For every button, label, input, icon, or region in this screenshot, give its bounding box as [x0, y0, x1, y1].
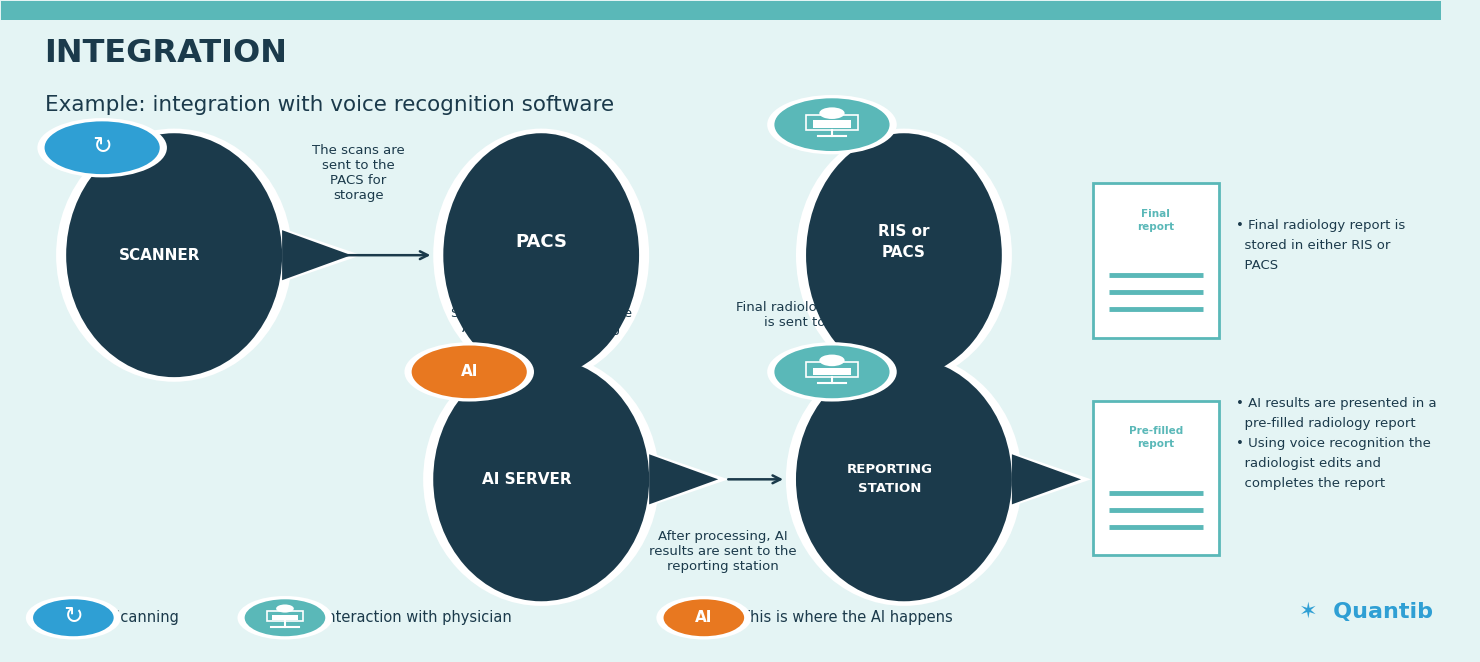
- Text: REPORTING
STATION: REPORTING STATION: [847, 463, 932, 495]
- Ellipse shape: [786, 353, 1023, 606]
- Text: This is where the AI happens: This is where the AI happens: [741, 610, 953, 626]
- Ellipse shape: [67, 133, 283, 377]
- Circle shape: [663, 599, 744, 636]
- Polygon shape: [1006, 450, 1091, 508]
- Circle shape: [244, 599, 326, 636]
- Circle shape: [277, 604, 295, 612]
- Circle shape: [767, 342, 897, 402]
- Text: • Final radiology report is
  stored in either RIS or
  PACS: • Final radiology report is stored in ei…: [1236, 219, 1406, 272]
- Circle shape: [767, 95, 897, 154]
- Polygon shape: [503, 373, 579, 416]
- Ellipse shape: [796, 357, 1012, 601]
- FancyBboxPatch shape: [807, 362, 858, 377]
- Circle shape: [774, 98, 889, 151]
- Polygon shape: [860, 373, 949, 422]
- Text: AI SERVER: AI SERVER: [482, 472, 571, 487]
- Ellipse shape: [807, 133, 1002, 377]
- Ellipse shape: [434, 357, 650, 601]
- Text: ✶  Quantib: ✶ Quantib: [1299, 602, 1433, 622]
- Text: INTEGRATION: INTEGRATION: [44, 38, 287, 69]
- Text: After processing, AI
results are sent to the
reporting station: After processing, AI results are sent to…: [648, 530, 796, 573]
- Bar: [1, 1, 1442, 20]
- Polygon shape: [277, 226, 361, 284]
- Ellipse shape: [56, 128, 292, 382]
- Circle shape: [25, 596, 121, 639]
- Circle shape: [33, 599, 114, 636]
- Text: Scanning: Scanning: [111, 610, 179, 626]
- Circle shape: [820, 355, 845, 366]
- FancyBboxPatch shape: [807, 115, 858, 130]
- Text: RIS or
PACS: RIS or PACS: [878, 224, 929, 260]
- Ellipse shape: [434, 128, 650, 382]
- FancyBboxPatch shape: [814, 367, 851, 375]
- Ellipse shape: [444, 133, 639, 377]
- Circle shape: [404, 342, 534, 402]
- Circle shape: [37, 118, 167, 177]
- Ellipse shape: [796, 128, 1012, 382]
- Circle shape: [44, 121, 160, 174]
- Text: ↻: ↻: [64, 604, 83, 628]
- FancyBboxPatch shape: [814, 120, 851, 128]
- Text: • AI results are presented in a
  pre-filled radiology report
• Using voice reco: • AI results are presented in a pre-fill…: [1236, 397, 1437, 490]
- Polygon shape: [283, 230, 351, 280]
- Circle shape: [774, 346, 889, 399]
- Polygon shape: [650, 454, 718, 504]
- Text: Final
report: Final report: [1137, 209, 1175, 232]
- FancyBboxPatch shape: [1092, 183, 1220, 338]
- FancyBboxPatch shape: [266, 611, 303, 622]
- Text: Pre-filled
report: Pre-filled report: [1129, 426, 1183, 449]
- Text: The scans are
sent to the
PACS for
storage: The scans are sent to the PACS for stora…: [312, 144, 404, 202]
- FancyBboxPatch shape: [1092, 401, 1220, 555]
- Circle shape: [237, 596, 333, 639]
- Text: Interaction with physician: Interaction with physician: [323, 610, 512, 626]
- Ellipse shape: [423, 353, 659, 606]
- Circle shape: [411, 346, 527, 399]
- Text: AI: AI: [460, 364, 478, 379]
- Circle shape: [820, 107, 845, 119]
- Text: Scans are forwarded to the
AI server for processing: Scans are forwarded to the AI server for…: [450, 307, 632, 335]
- FancyBboxPatch shape: [272, 615, 297, 620]
- Polygon shape: [644, 450, 728, 508]
- Circle shape: [656, 596, 752, 639]
- Polygon shape: [1012, 454, 1080, 504]
- Text: PACS: PACS: [515, 233, 567, 251]
- Text: Example: integration with voice recognition software: Example: integration with voice recognit…: [44, 95, 614, 115]
- Polygon shape: [497, 373, 586, 422]
- Text: Final radiology report
is sent to RIS: Final radiology report is sent to RIS: [737, 301, 879, 328]
- Text: ↻: ↻: [92, 134, 112, 158]
- Polygon shape: [866, 373, 941, 416]
- Text: SCANNER: SCANNER: [118, 248, 200, 263]
- Text: AI: AI: [696, 610, 712, 626]
